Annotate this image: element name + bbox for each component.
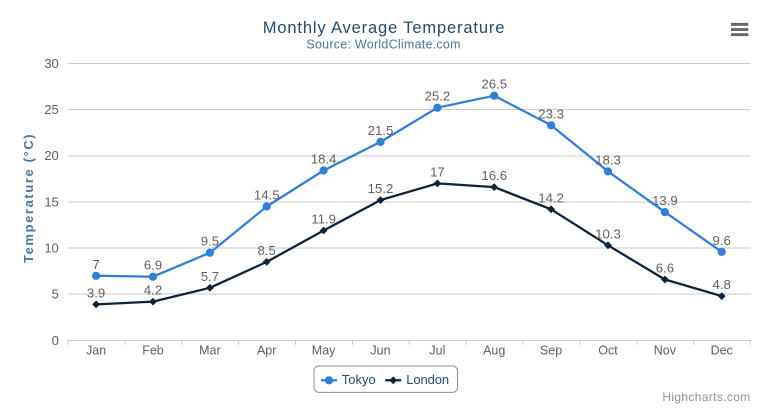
svg-text:Nov: Nov: [654, 344, 677, 358]
svg-text:23.3: 23.3: [538, 106, 564, 121]
svg-text:17: 17: [430, 164, 445, 179]
svg-text:8.5: 8.5: [258, 243, 276, 258]
svg-text:10: 10: [44, 241, 58, 256]
svg-text:Apr: Apr: [257, 344, 276, 358]
svg-text:Mar: Mar: [199, 344, 221, 358]
svg-text:0: 0: [52, 333, 59, 348]
svg-text:6.6: 6.6: [656, 261, 674, 276]
svg-text:15.2: 15.2: [368, 181, 394, 196]
svg-text:Monthly Average Temperature: Monthly Average Temperature: [263, 19, 505, 37]
svg-text:7: 7: [92, 257, 99, 272]
svg-text:13.9: 13.9: [652, 193, 678, 208]
svg-text:10.3: 10.3: [595, 226, 621, 241]
svg-text:4.2: 4.2: [144, 283, 162, 298]
svg-text:Temperature (°C): Temperature (°C): [21, 133, 36, 263]
svg-text:14.5: 14.5: [254, 188, 280, 203]
svg-text:5: 5: [52, 287, 59, 302]
svg-text:4.8: 4.8: [713, 277, 731, 292]
svg-text:Jun: Jun: [370, 344, 390, 358]
svg-text:21.5: 21.5: [368, 123, 394, 138]
svg-text:Jul: Jul: [429, 344, 445, 358]
svg-text:Tokyo: Tokyo: [342, 372, 376, 387]
svg-text:15: 15: [44, 194, 58, 209]
svg-text:Sep: Sep: [540, 344, 562, 358]
svg-text:9.6: 9.6: [713, 233, 731, 248]
svg-text:25: 25: [44, 102, 58, 117]
svg-text:20: 20: [44, 148, 58, 163]
svg-text:May: May: [312, 344, 336, 358]
svg-text:Dec: Dec: [711, 344, 733, 358]
svg-text:9.5: 9.5: [201, 234, 219, 249]
svg-text:Highcharts.com: Highcharts.com: [662, 390, 750, 404]
svg-text:6.9: 6.9: [144, 258, 162, 273]
svg-text:14.2: 14.2: [538, 190, 564, 205]
svg-text:London: London: [406, 372, 449, 387]
svg-text:16.6: 16.6: [481, 168, 507, 183]
svg-text:Oct: Oct: [598, 344, 618, 358]
svg-text:30: 30: [44, 56, 58, 71]
svg-text:18.4: 18.4: [311, 152, 337, 167]
svg-text:Jan: Jan: [86, 344, 106, 358]
svg-text:Aug: Aug: [483, 344, 505, 358]
svg-text:Source: WorldClimate.com: Source: WorldClimate.com: [306, 38, 460, 52]
svg-text:Feb: Feb: [142, 344, 164, 358]
svg-text:5.7: 5.7: [201, 269, 219, 284]
svg-text:25.2: 25.2: [425, 89, 451, 104]
svg-text:3.9: 3.9: [87, 285, 105, 300]
svg-text:11.9: 11.9: [311, 212, 336, 227]
svg-text:18.3: 18.3: [595, 152, 621, 167]
svg-text:26.5: 26.5: [481, 77, 507, 92]
